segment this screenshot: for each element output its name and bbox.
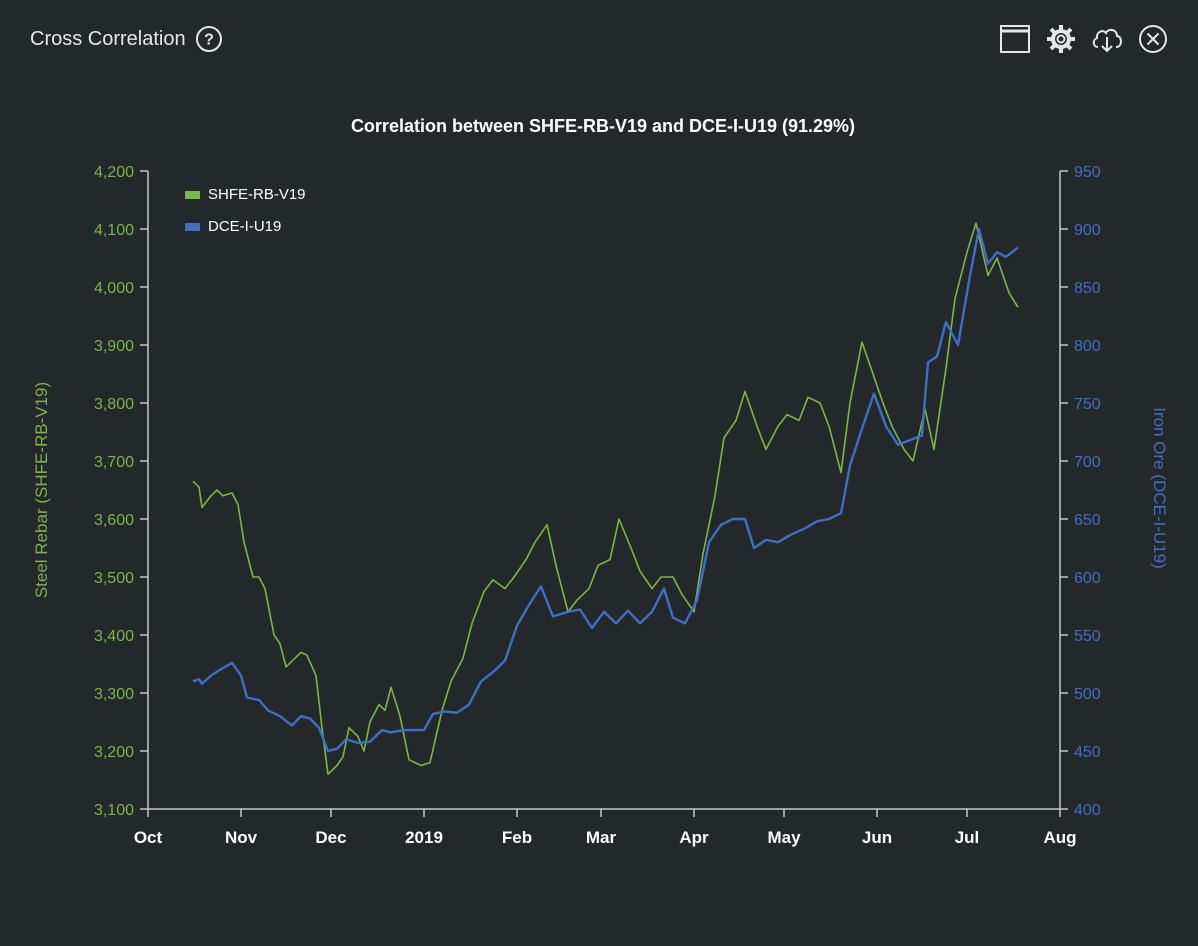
left-tick-label: 3,200 (94, 744, 134, 761)
legend-label: SHFE-RB-V19 (208, 186, 306, 203)
legend-label: DCE-I-U19 (208, 218, 281, 235)
left-tick-label: 3,100 (94, 802, 134, 819)
left-tick-label: 4,100 (94, 222, 134, 239)
x-tick-label: 2019 (405, 828, 443, 847)
x-tick-label: Dec (315, 828, 346, 847)
x-tick-label: Jul (955, 828, 980, 847)
left-tick-label: 3,300 (94, 686, 134, 703)
series-line-dce-i-u19 (192, 227, 1019, 753)
right-tick-label: 450 (1074, 744, 1101, 761)
x-tick-label: Aug (1043, 828, 1076, 847)
help-icon[interactable]: ? (194, 24, 224, 54)
right-tick-label: 850 (1074, 280, 1101, 297)
left-tick-label: 3,600 (94, 512, 134, 529)
right-tick-label: 800 (1074, 338, 1101, 355)
x-tick-label: Oct (134, 828, 163, 847)
right-tick-label: 950 (1074, 164, 1101, 181)
right-tick-label: 500 (1074, 686, 1101, 703)
x-tick-label: May (767, 828, 801, 847)
right-tick-label: 700 (1074, 454, 1101, 471)
x-tick-label: Jun (862, 828, 892, 847)
series-line-shfe-rb-v19 (192, 222, 1019, 776)
left-tick-label: 3,700 (94, 454, 134, 471)
left-tick-label: 4,200 (94, 164, 134, 181)
right-axis-label: Iron Ore (DCE-I-U19) (1150, 407, 1169, 569)
gear-icon[interactable] (1044, 22, 1078, 56)
right-tick-label: 400 (1074, 802, 1101, 819)
close-icon[interactable] (1136, 22, 1170, 56)
right-tick-label: 750 (1074, 396, 1101, 413)
x-tick-label: Nov (225, 828, 258, 847)
right-tick-label: 550 (1074, 628, 1101, 645)
svg-text:?: ? (204, 32, 214, 49)
right-tick-label: 600 (1074, 570, 1101, 587)
left-tick-label: 3,400 (94, 628, 134, 645)
x-tick-label: Mar (586, 828, 617, 847)
cloud-download-icon[interactable] (1090, 22, 1124, 56)
window-icon[interactable] (998, 22, 1032, 56)
x-tick-label: Apr (679, 828, 709, 847)
left-tick-label: 3,800 (94, 396, 134, 413)
left-tick-label: 4,000 (94, 280, 134, 297)
right-tick-label: 900 (1074, 222, 1101, 239)
legend-swatch (185, 223, 200, 231)
left-tick-label: 3,900 (94, 338, 134, 355)
x-tick-label: Feb (502, 828, 532, 847)
chart-title: Correlation between SHFE-RB-V19 and DCE-… (351, 116, 855, 136)
left-axis-label: Steel Rebar (SHFE-RB-V19) (32, 382, 51, 598)
widget-title: Cross Correlation (30, 27, 186, 50)
left-tick-label: 3,500 (94, 570, 134, 587)
right-tick-label: 650 (1074, 512, 1101, 529)
widget-header: Cross Correlation ? (30, 24, 224, 54)
widget-toolbar (998, 22, 1170, 56)
legend-swatch (185, 191, 200, 199)
